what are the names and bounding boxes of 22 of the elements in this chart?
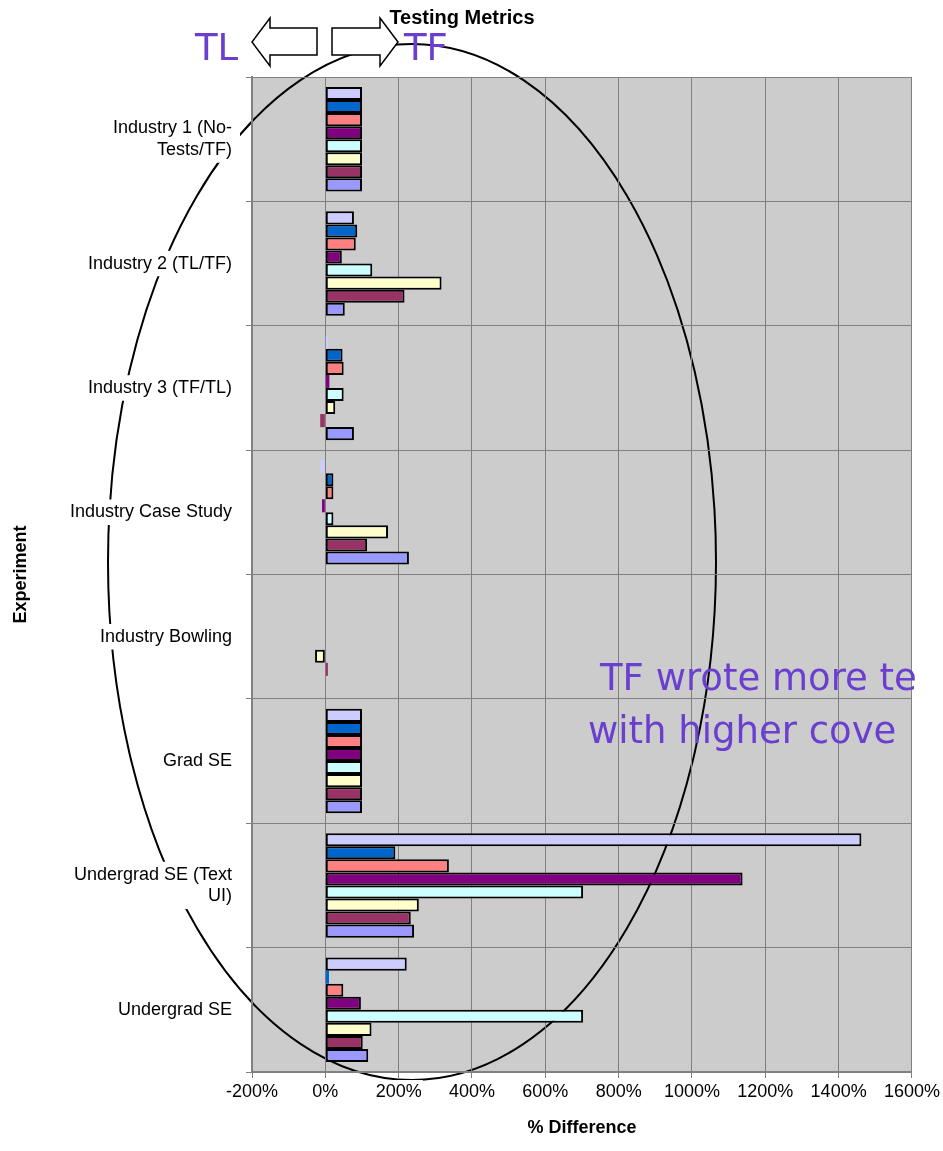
x-axis-title: % Difference <box>527 1117 637 1138</box>
y-axis-title: Experiment <box>9 525 30 624</box>
x-tick-label: 1200% <box>737 1080 794 1101</box>
x-tick-label: 1600% <box>883 1080 941 1101</box>
x-tick-label: 400% <box>448 1080 496 1101</box>
x-tick-label: 1400% <box>810 1080 867 1101</box>
x-tick-label: 600% <box>522 1080 569 1101</box>
x-tick-label: -200% <box>225 1080 279 1101</box>
y-tick-label: Undergrad SE (Text UI) <box>73 863 232 906</box>
y-tick-label: Industry Case Study <box>69 501 232 522</box>
y-tick-label: Industry 1 (No-Tests/TF) <box>112 117 232 159</box>
y-tick-label: Industry Bowling <box>99 625 232 646</box>
y-tick-label: Undergrad SE <box>117 998 232 1019</box>
x-tick-label: 200% <box>375 1080 422 1101</box>
y-tick-label: Grad SE <box>162 750 232 771</box>
y-tick-label: Industry 2 (TL/TF) <box>87 252 232 273</box>
x-tick-label: 1000% <box>663 1080 721 1101</box>
x-tick-label: 800% <box>595 1080 642 1101</box>
y-tick-label: Industry 3 (TF/TL) <box>87 376 232 397</box>
text: TL <box>194 25 239 69</box>
chart-title: Testing Metrics <box>389 5 535 28</box>
x-tick-label: 0% <box>312 1080 339 1101</box>
